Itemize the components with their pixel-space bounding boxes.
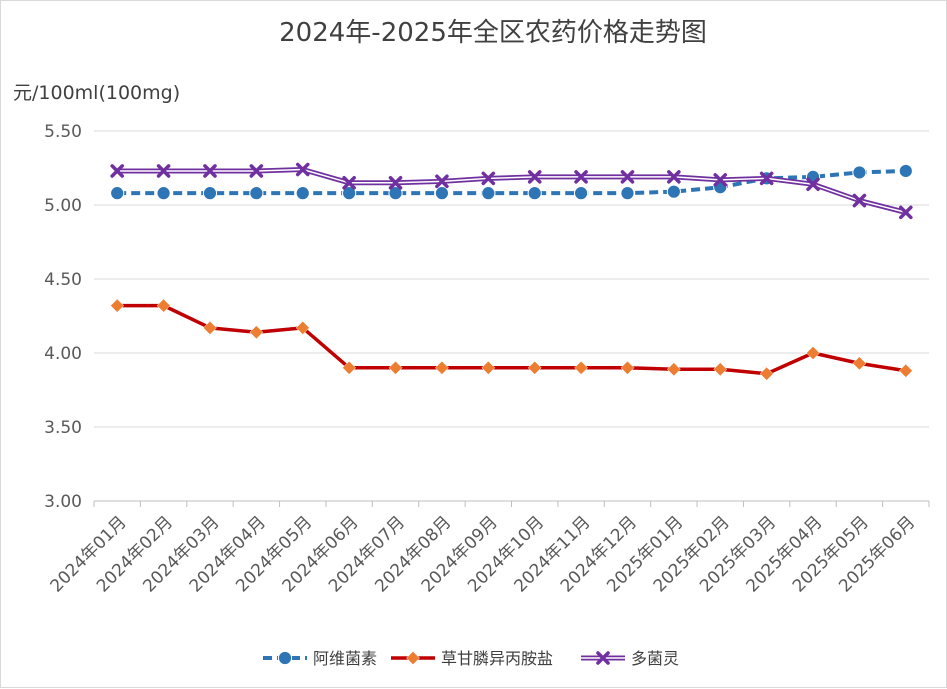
data-point xyxy=(527,360,542,375)
data-point xyxy=(759,171,774,186)
data-point-stroke xyxy=(388,176,403,190)
data-point-stroke xyxy=(852,193,867,208)
data-point xyxy=(574,170,588,184)
data-point xyxy=(110,164,124,178)
y-tick-label: 4.00 xyxy=(44,344,82,364)
y-axis-label: 元/100ml(100mg) xyxy=(13,82,180,104)
y-tick-label: 5.00 xyxy=(44,196,82,216)
data-point xyxy=(759,366,774,381)
data-point xyxy=(899,205,913,220)
series-group xyxy=(110,298,913,381)
data-point-stroke xyxy=(342,176,356,190)
data-point xyxy=(852,193,867,208)
data-point xyxy=(852,165,867,180)
data-point-stroke xyxy=(435,174,449,189)
data-point xyxy=(620,360,635,375)
data-point xyxy=(806,177,820,192)
legend-item: 阿维菌素 xyxy=(263,649,377,668)
data-point xyxy=(481,171,496,186)
y-tick-label: 4.50 xyxy=(44,270,82,290)
data-point xyxy=(898,363,913,378)
data-point xyxy=(156,186,171,201)
data-point xyxy=(620,170,635,184)
legend-item: 草甘膦异丙胺盐 xyxy=(391,649,553,668)
data-point xyxy=(713,362,728,377)
data-point-stroke xyxy=(249,164,264,178)
data-point xyxy=(806,346,820,360)
data-point-stroke xyxy=(203,164,217,178)
data-point xyxy=(203,164,217,178)
legend-label: 多菌灵 xyxy=(631,649,679,668)
data-point xyxy=(667,170,681,184)
data-point-stroke xyxy=(667,170,681,184)
data-point-stroke xyxy=(806,177,820,192)
legend-label: 草甘膦异丙胺盐 xyxy=(441,649,553,668)
data-point xyxy=(388,186,403,201)
data-point-stroke xyxy=(295,162,310,177)
data-point-stroke xyxy=(156,164,171,178)
data-point xyxy=(434,360,449,375)
data-point xyxy=(434,186,450,201)
data-point xyxy=(110,186,125,201)
data-point xyxy=(156,164,171,178)
series-line xyxy=(117,166,907,215)
data-point xyxy=(620,186,635,201)
data-point xyxy=(573,186,589,201)
data-point xyxy=(156,298,171,313)
data-point xyxy=(406,651,420,665)
data-point-stroke xyxy=(620,170,635,184)
data-point xyxy=(666,184,681,199)
data-point xyxy=(435,174,449,189)
data-point xyxy=(481,186,496,201)
y-tick-label: 3.00 xyxy=(44,492,82,512)
data-point xyxy=(249,164,264,178)
data-point xyxy=(295,320,310,335)
data-point-stroke xyxy=(110,164,124,178)
data-point-stroke xyxy=(899,205,913,220)
y-axis-ticks: 3.00 3.50 4.00 4.50 5.00 5.50 xyxy=(44,122,82,512)
data-point-stroke xyxy=(713,173,728,187)
data-point xyxy=(481,360,496,375)
data-point xyxy=(388,176,403,190)
data-point-stroke xyxy=(481,171,496,186)
data-point xyxy=(666,362,681,377)
data-point-stroke xyxy=(574,170,588,184)
y-tick-label: 3.50 xyxy=(44,418,82,438)
data-point-stroke xyxy=(596,651,610,665)
data-point xyxy=(202,186,218,201)
data-point xyxy=(295,186,310,201)
data-point xyxy=(110,298,125,313)
data-point xyxy=(342,176,356,190)
data-point xyxy=(249,186,264,201)
legend: 阿维菌素 草甘膦异丙胺盐 多菌灵 xyxy=(263,649,679,668)
data-point xyxy=(295,162,310,177)
gridlines xyxy=(94,130,929,428)
y-tick-label: 5.50 xyxy=(44,122,82,142)
data-point xyxy=(527,186,542,201)
data-point xyxy=(852,356,867,371)
data-point xyxy=(596,651,610,665)
data-point xyxy=(249,325,264,340)
legend-item: 多菌灵 xyxy=(581,649,679,668)
x-axis: 2024年01月2024年02月2024年03月2024年04月2024年05月… xyxy=(47,500,930,596)
data-point xyxy=(527,170,542,184)
data-point xyxy=(277,650,293,666)
legend-label: 阿维菌素 xyxy=(313,649,377,668)
data-point xyxy=(713,173,728,187)
series-line xyxy=(117,303,907,376)
data-point-stroke xyxy=(759,171,774,186)
data-point xyxy=(898,163,913,179)
data-point xyxy=(203,320,217,335)
data-point xyxy=(574,360,589,375)
data-point xyxy=(342,360,357,375)
series-group xyxy=(110,162,913,220)
series-line-inner xyxy=(117,168,906,214)
series-lines xyxy=(110,162,913,381)
data-point-stroke xyxy=(527,170,542,184)
data-point xyxy=(388,360,403,375)
data-point xyxy=(342,186,357,201)
chart-title: 2024年-2025年全区农药价格走势图 xyxy=(279,18,707,48)
